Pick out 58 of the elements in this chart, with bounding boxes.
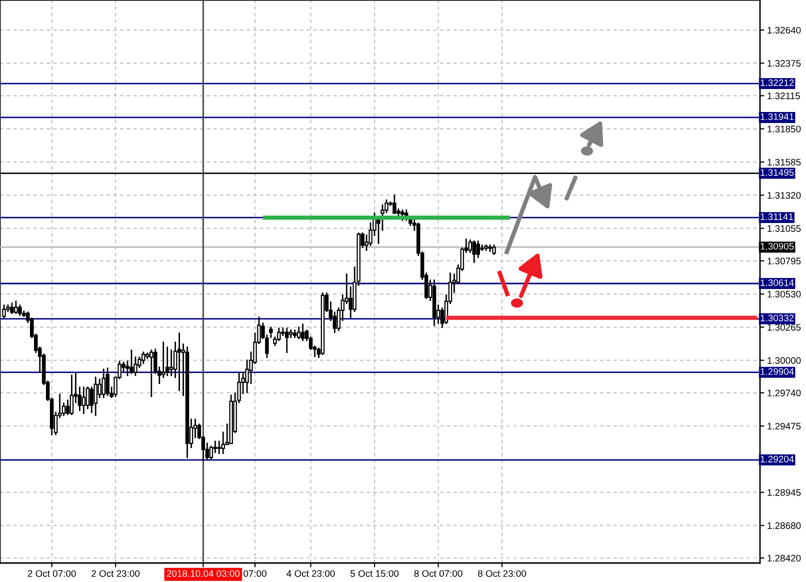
y-tick-label: 1.31850 — [768, 126, 801, 132]
candlestick — [102, 368, 106, 398]
x-tick-label: 07:00 — [244, 570, 266, 577]
y-tick-label: 1.28420 — [768, 554, 801, 562]
x-tick-label: 8 Oct 23:00 — [478, 570, 526, 577]
y-tick-label: 1.28945 — [768, 489, 801, 496]
candlestick — [296, 326, 301, 339]
ref-line-label: 1.31495 — [760, 169, 794, 176]
ref-line-label: 1.30905 — [760, 242, 794, 250]
candlestick — [217, 440, 222, 454]
y-tick-label: 1.31320 — [768, 192, 801, 199]
candlestick — [150, 350, 154, 398]
x-tick-label: 2 Oct 07:00 — [28, 570, 76, 577]
candlestick — [94, 376, 98, 416]
y-tick-label: 1.32375 — [768, 60, 801, 67]
candlestick — [492, 244, 496, 255]
candlestick — [161, 342, 166, 378]
ref-line-label: 1.30332 — [760, 314, 794, 322]
y-tick-label: 1.32640 — [768, 26, 801, 34]
candlestick — [281, 328, 285, 336]
candlestick — [130, 350, 134, 374]
candlestick — [221, 432, 225, 454]
ref-line-label: 1.29204 — [760, 456, 794, 462]
x-tick-label: 2 Oct 23:00 — [92, 570, 140, 577]
ref-line-label: 1.32212 — [760, 79, 794, 86]
candlestick — [468, 240, 472, 253]
candlestick — [82, 386, 86, 414]
x-tick-label: 2018.10.04 03:00 — [166, 570, 240, 577]
ref-line-label: 1.30614 — [760, 279, 794, 286]
y-tick-label: 1.29475 — [768, 422, 801, 430]
candlestick — [106, 368, 110, 396]
x-tick-label: 5 Oct 15:00 — [350, 570, 399, 577]
candlestick — [300, 324, 305, 341]
candlestick — [472, 240, 476, 263]
candlestick — [142, 352, 146, 364]
ref-line-label: 1.29904 — [760, 368, 794, 375]
candlestick — [14, 300, 18, 314]
y-tick-label: 1.28680 — [768, 522, 801, 529]
y-tick-label: 1.30795 — [768, 258, 801, 264]
y-tick-label: 1.31585 — [768, 158, 801, 166]
candlestick — [10, 302, 14, 314]
candlestick — [392, 194, 396, 214]
y-tick-label: 1.30530 — [768, 290, 801, 298]
y-tick-label: 1.29740 — [768, 390, 801, 396]
candlestick — [476, 240, 480, 258]
y-tick-label: 1.30265 — [768, 324, 801, 331]
y-tick-label: 1.31055 — [768, 225, 801, 232]
candlestick — [285, 328, 289, 354]
ref-line-label: 1.31141 — [760, 213, 793, 220]
candlestick — [488, 244, 492, 252]
y-tick-label: 1.32115 — [768, 92, 800, 100]
x-tick-label: 8 Oct 07:00 — [414, 570, 462, 577]
candlestick — [169, 350, 174, 376]
ref-line-label: 1.31941 — [760, 113, 794, 120]
x-tick-label: 4 Oct 23:00 — [286, 570, 335, 577]
y-tick-label: 1.30000 — [768, 357, 801, 364]
candlestick — [70, 374, 74, 416]
candlestick — [18, 304, 22, 316]
